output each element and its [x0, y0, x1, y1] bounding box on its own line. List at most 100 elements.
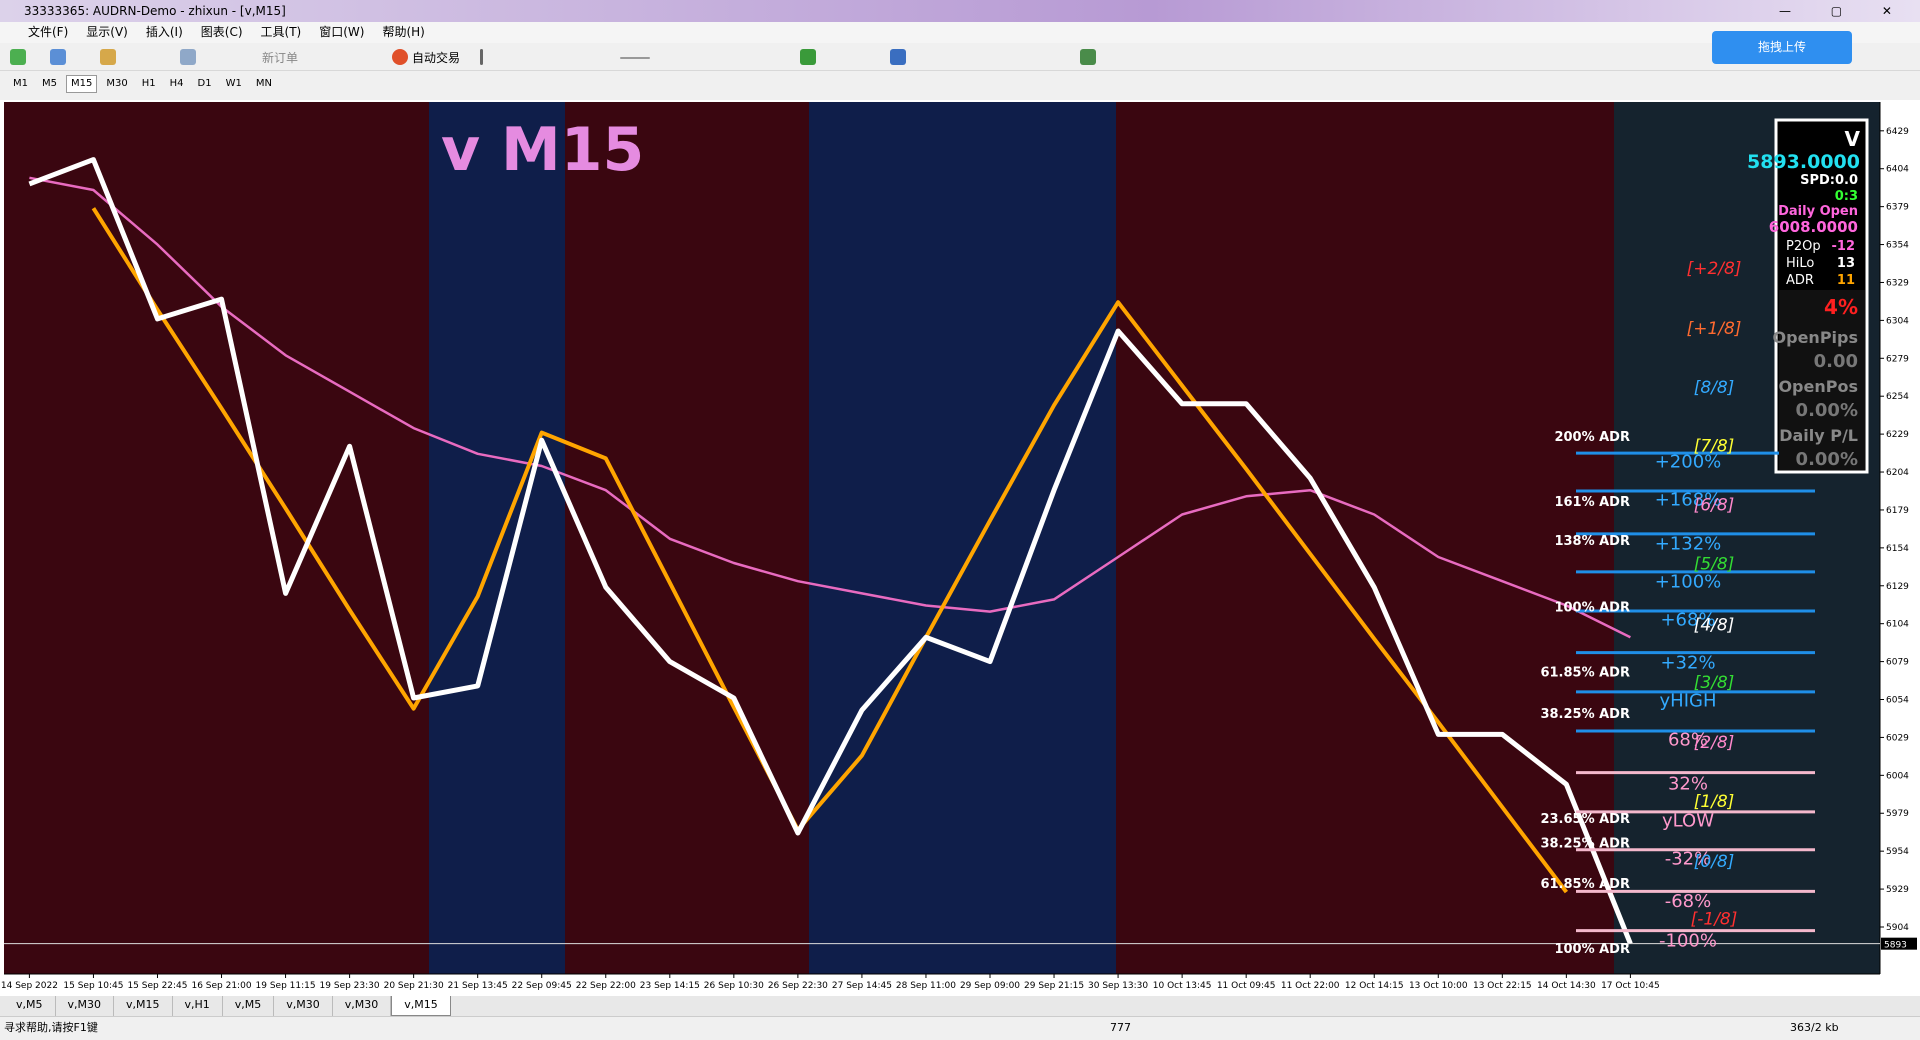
menu-item[interactable]: 显示(V) [86, 25, 128, 39]
x-tick-label: 12 Oct 14:15 [1345, 981, 1404, 991]
y-tick-label: 6379 [1886, 203, 1909, 213]
chart-tab[interactable]: v,M5 [4, 996, 56, 1016]
info-text: 11 [1837, 273, 1855, 288]
menu-item[interactable]: 插入(I) [145, 25, 183, 39]
session-band [809, 102, 1116, 974]
x-tick-label: 11 Oct 22:00 [1281, 981, 1340, 991]
toolbar: 新订单 自动交易 拖拽上传 [0, 31, 1920, 71]
timeframe-button[interactable]: M15 [66, 75, 98, 93]
chart-tab[interactable]: v,M15 [391, 996, 451, 1016]
upload-label: 拖拽上传 [1757, 40, 1806, 54]
adr-label: 138% ADR [1554, 534, 1630, 549]
adr-label: 38.25% ADR [1540, 837, 1630, 852]
adr-label: 23.65% ADR [1540, 812, 1630, 827]
murrey-label: [-1/8] [1691, 909, 1738, 929]
murrey-label: [6/8] [1694, 495, 1735, 515]
y-tick-label: 6254 [1886, 392, 1909, 402]
timeframe-button[interactable]: MN [255, 78, 272, 89]
tool-icon[interactable] [180, 49, 196, 65]
session-band [1116, 102, 1614, 974]
y-tick-label: 6054 [1886, 696, 1909, 706]
murrey-label: [5/8] [1694, 554, 1735, 574]
percent-label: +32% [1660, 652, 1715, 673]
status-help: 寻求帮助,请按F1键 [4, 1021, 98, 1034]
murrey-label: [8/8] [1694, 378, 1735, 398]
adr-label: 161% ADR [1554, 495, 1630, 510]
y-tick-label: 6304 [1886, 316, 1909, 326]
upload-button[interactable]: 拖拽上传 [1712, 31, 1852, 64]
x-tick-label: 28 Sep 11:00 [896, 981, 956, 991]
x-tick-label: 16 Sep 21:00 [191, 981, 251, 991]
timeframe-button[interactable]: H4 [169, 78, 184, 89]
cursor-tool[interactable] [480, 49, 483, 65]
session-band [4, 102, 429, 974]
percent-label: yHIGH [1660, 690, 1717, 711]
timeframe-button[interactable]: D1 [197, 78, 212, 89]
y-tick-label: 6354 [1886, 241, 1909, 251]
window-buttons[interactable]: — ▢ ✕ [1778, 4, 1910, 18]
auto-trade-button[interactable]: 自动交易 [412, 51, 461, 65]
auto-trade-icon[interactable] [392, 49, 408, 65]
current-price-label: 5893 [1884, 941, 1907, 951]
session-band [565, 102, 809, 974]
timeframe-button[interactable]: M5 [42, 78, 57, 89]
murrey-label: [1/8] [1694, 792, 1735, 812]
info-text: Daily Open [1778, 204, 1858, 219]
x-tick-label: 26 Sep 22:30 [768, 981, 828, 991]
percent-label: -100% [1659, 930, 1717, 951]
info-row-label: ADR [1786, 273, 1814, 288]
chart-tab[interactable]: v,M5 [223, 996, 275, 1016]
menu-item[interactable]: 工具(T) [260, 25, 302, 39]
chart-tab[interactable]: v,M15 [114, 996, 173, 1016]
info-text: 0.00% [1796, 449, 1858, 470]
current-price-box [1881, 937, 1917, 950]
zoom-icon[interactable] [890, 49, 906, 65]
x-tick-label: 22 Sep 22:00 [576, 981, 636, 991]
percent-label: 32% [1668, 774, 1708, 795]
adr-label: 100% ADR [1554, 942, 1630, 957]
x-tick-label: 20 Sep 21:30 [384, 981, 444, 991]
chart-type-icon[interactable] [800, 49, 816, 65]
x-tick-label: 29 Sep 21:15 [1024, 981, 1084, 991]
murrey-label: [+2/8] [1687, 259, 1742, 279]
chart-tab[interactable]: v,M30 [333, 996, 392, 1016]
murrey-label: [4/8] [1694, 615, 1735, 635]
y-tick-label: 6179 [1886, 506, 1909, 516]
menu-item[interactable]: 窗口(W) [319, 25, 365, 39]
info-text: V [1845, 127, 1861, 151]
profiles-icon[interactable] [50, 49, 66, 65]
new-chart-icon[interactable] [10, 49, 26, 65]
percent-label: yLOW [1662, 810, 1714, 831]
info-text: 4% [1824, 295, 1858, 319]
x-tick-label: 13 Oct 10:00 [1409, 981, 1468, 991]
x-tick-label: 21 Sep 13:45 [448, 981, 508, 991]
title-bar: 33333365: AUDRN-Demo - zhixun - [v,M15] … [0, 0, 1920, 22]
indicators-icon[interactable] [1080, 49, 1096, 65]
timeframe-button[interactable]: W1 [225, 78, 242, 89]
info-text: 5893.0000 [1747, 151, 1860, 173]
chart-tab[interactable]: v,M30 [56, 996, 114, 1016]
info-row-label: P2Op [1786, 239, 1821, 254]
x-tick-label: 19 Sep 23:30 [320, 981, 380, 991]
info-text: 13 [1837, 256, 1855, 271]
menu-item[interactable]: 文件(F) [28, 25, 69, 39]
y-tick-label: 6404 [1886, 165, 1909, 175]
chart-tab[interactable]: v,H1 [173, 996, 223, 1016]
x-tick-label: 19 Sep 11:15 [256, 981, 316, 991]
new-order-button[interactable]: 新订单 [262, 51, 299, 65]
line-tool[interactable] [620, 57, 650, 59]
status-bar: 寻求帮助,请按F1键 777 363/2 kb [0, 1016, 1920, 1040]
info-text: OpenPips [1773, 328, 1858, 347]
x-tick-label: 11 Oct 09:45 [1217, 981, 1276, 991]
x-tick-label: 27 Sep 14:45 [832, 981, 892, 991]
tool-icon[interactable] [100, 49, 116, 65]
status-count: 777 [1110, 1021, 1131, 1034]
timeframe-button[interactable]: M30 [106, 78, 128, 89]
timeframe-button[interactable]: H1 [141, 78, 156, 89]
chart-tab[interactable]: v,M30 [274, 996, 333, 1016]
percent-label: -32% [1665, 848, 1712, 869]
murrey-label: [3/8] [1694, 673, 1735, 693]
menu-item[interactable]: 帮助(H) [382, 25, 425, 39]
menu-item[interactable]: 图表(C) [200, 25, 243, 39]
timeframe-button[interactable]: M1 [13, 78, 28, 89]
